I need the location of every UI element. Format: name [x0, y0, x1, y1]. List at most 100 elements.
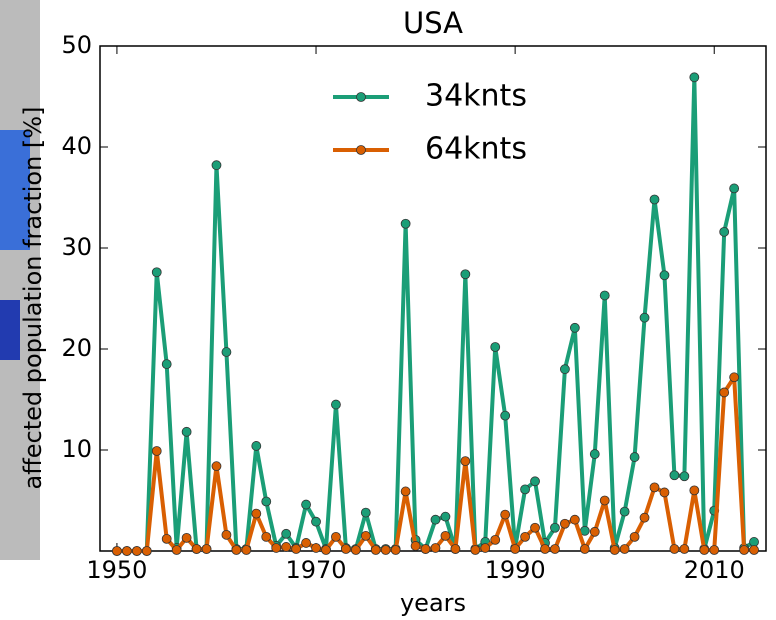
chart-title: USA	[403, 6, 463, 40]
data-point	[162, 360, 171, 369]
data-point	[431, 515, 440, 524]
data-point	[730, 184, 739, 193]
data-point	[660, 488, 669, 497]
data-point	[670, 471, 679, 480]
data-point	[560, 519, 569, 528]
data-point	[212, 462, 221, 471]
data-point	[252, 441, 261, 450]
y-tick-label: 50	[61, 31, 92, 59]
data-point	[441, 512, 450, 521]
data-point	[331, 532, 340, 541]
data-point	[331, 400, 340, 409]
data-point	[381, 545, 390, 554]
data-point	[690, 486, 699, 495]
data-point	[391, 545, 400, 554]
y-tick-label: 30	[61, 233, 92, 261]
data-point	[182, 427, 191, 436]
data-point	[750, 545, 759, 554]
y-tick-label: 40	[61, 132, 92, 160]
data-point	[580, 544, 589, 553]
x-tick-label: 1990	[485, 556, 546, 584]
y-axis-label: affected population fraction [%]	[19, 107, 47, 490]
data-point	[262, 532, 271, 541]
legend-marker	[357, 146, 366, 155]
data-point	[371, 545, 380, 554]
data-point	[212, 161, 221, 170]
x-tick-label: 1970	[285, 556, 346, 584]
x-tick-label: 2010	[684, 556, 745, 584]
data-point	[232, 545, 241, 554]
data-point	[152, 268, 161, 277]
data-point	[222, 348, 231, 357]
legend-marker	[357, 93, 366, 102]
data-point	[650, 483, 659, 492]
data-point	[312, 517, 321, 526]
data-point	[461, 457, 470, 466]
data-point	[242, 545, 251, 554]
data-point	[540, 544, 549, 553]
data-point	[351, 545, 360, 554]
y-tick-label: 10	[61, 435, 92, 463]
data-point	[590, 527, 599, 536]
data-point	[252, 509, 261, 518]
data-point	[341, 544, 350, 553]
data-point	[521, 532, 530, 541]
data-point	[471, 545, 480, 554]
data-point	[282, 542, 291, 551]
data-point	[550, 523, 559, 532]
y-tick-label: 20	[61, 334, 92, 362]
data-point	[411, 541, 420, 550]
data-point	[511, 544, 520, 553]
data-point	[122, 547, 131, 556]
chart: USA years affected population fraction […	[0, 0, 776, 620]
x-tick-label: 1950	[86, 556, 147, 584]
data-point	[650, 195, 659, 204]
data-point	[570, 515, 579, 524]
data-point	[302, 538, 311, 547]
data-point	[501, 411, 510, 420]
data-point	[630, 453, 639, 462]
data-point	[152, 447, 161, 456]
data-point	[620, 544, 629, 553]
data-point	[600, 496, 609, 505]
data-point	[750, 537, 759, 546]
legend-label: 34knts	[425, 79, 527, 114]
data-point	[710, 545, 719, 554]
data-point	[401, 219, 410, 228]
data-point	[262, 497, 271, 506]
x-axis-label: years	[400, 589, 466, 617]
data-point	[292, 544, 301, 553]
data-point	[491, 342, 500, 351]
data-point	[461, 270, 470, 279]
data-point	[202, 544, 211, 553]
data-point	[660, 271, 669, 280]
legend-label: 64knts	[425, 132, 527, 167]
data-point	[361, 508, 370, 517]
data-point	[401, 487, 410, 496]
data-point	[690, 73, 699, 82]
data-point	[481, 543, 490, 552]
background-fragment	[0, 0, 100, 620]
data-point	[431, 543, 440, 552]
data-point	[421, 544, 430, 553]
data-point	[590, 450, 599, 459]
data-point	[680, 544, 689, 553]
data-point	[680, 472, 689, 481]
data-point	[531, 523, 540, 532]
data-point	[550, 544, 559, 553]
data-point	[162, 534, 171, 543]
data-point	[531, 477, 540, 486]
data-point	[441, 531, 450, 540]
data-point	[302, 500, 311, 509]
data-point	[720, 227, 729, 236]
data-point	[640, 513, 649, 522]
data-point	[182, 533, 191, 542]
data-point	[272, 543, 281, 552]
data-point	[112, 547, 121, 556]
data-point	[570, 323, 579, 332]
data-point	[172, 545, 181, 554]
data-point	[451, 544, 460, 553]
data-point	[132, 547, 141, 556]
data-point	[282, 529, 291, 538]
data-point	[730, 373, 739, 382]
